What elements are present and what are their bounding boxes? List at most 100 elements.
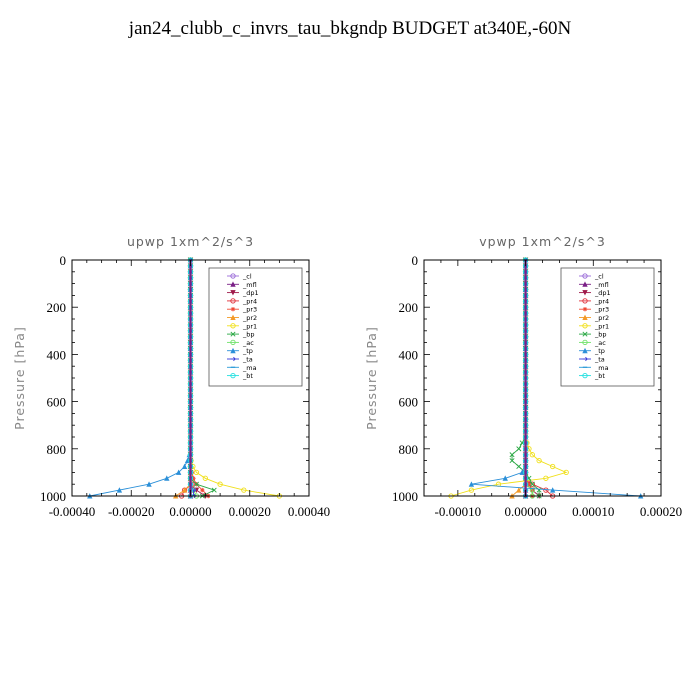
legend-label: _pr3 <box>594 306 609 314</box>
figure-title: jan24_clubb_c_invrs_tau_bkgndp BUDGET at… <box>128 18 572 39</box>
data-point <box>181 487 188 493</box>
legend-marker <box>230 372 236 379</box>
legend-item: _ta <box>227 356 253 364</box>
data-point <box>193 469 200 476</box>
data-point <box>502 475 508 481</box>
legend-item: _bt <box>579 372 605 380</box>
legend-label: _pr4 <box>594 297 609 305</box>
data-point <box>529 452 535 458</box>
legend-marker <box>230 281 236 287</box>
legend-marker <box>582 290 588 296</box>
data-point <box>191 476 196 481</box>
legend-item: _bp <box>579 331 607 339</box>
y-tick-label: 800 <box>47 442 67 457</box>
data-point <box>516 446 522 452</box>
legend-label: _mfl <box>594 281 609 289</box>
legend-marker <box>582 323 588 329</box>
legend-label: _ta <box>594 356 605 364</box>
legend-item: _pr3 <box>227 306 257 314</box>
legend-label: _bt <box>242 372 253 380</box>
legend-item: _dp1 <box>579 289 611 297</box>
vpwp-panel: vpwp 1xm^2/s^3 Pressure [hPa] 0 200 400 600 80… <box>364 234 682 519</box>
data-point <box>516 463 522 470</box>
data-point <box>509 458 515 464</box>
series-tp <box>87 257 194 499</box>
upwp-panel: upwp 1xm^2/s^3 Pressure [hPa] 0 200 400 600 80… <box>12 234 330 519</box>
legend-label: _cl <box>242 273 252 281</box>
legend-item: _cl <box>227 273 252 281</box>
legend-item: _bp <box>227 331 255 339</box>
legend-label: _ma <box>242 364 257 372</box>
legend-marker <box>230 314 236 320</box>
y-tick-label: 200 <box>47 300 67 315</box>
data-point <box>211 487 217 493</box>
legend-item: _cl <box>579 273 604 281</box>
x-tick-label: 0.00000 <box>169 504 211 519</box>
legend-item: _pr2 <box>579 314 609 322</box>
legend-label: _pr1 <box>594 322 609 330</box>
y-tick-label: 400 <box>47 347 67 362</box>
y-axis-label: Pressure [hPa] <box>12 326 27 430</box>
legend-label: _ma <box>594 364 609 372</box>
data-point <box>202 475 208 481</box>
y-tick-label: 200 <box>399 300 419 315</box>
legend-marker <box>230 307 236 312</box>
legend-item: _dp1 <box>227 289 259 297</box>
data-point <box>181 463 188 469</box>
x-tick-label: -0.00020 <box>108 504 155 519</box>
y-tick-label: 1000 <box>40 489 66 504</box>
series-pr1 <box>448 257 569 499</box>
legend-marker <box>230 298 236 304</box>
x-tick-label: 0.00020 <box>229 504 271 519</box>
data-point <box>529 481 535 487</box>
data-point <box>468 487 475 493</box>
legend-label: _dp1 <box>242 289 259 297</box>
data-point <box>543 475 549 481</box>
legend-label: _bp <box>594 331 607 339</box>
legend-label: _pr2 <box>242 314 257 322</box>
x-tick-label: 0.00040 <box>288 504 330 519</box>
legend-item: _ac <box>227 339 254 347</box>
data-point <box>550 463 556 470</box>
y-tick-label: 0 <box>60 253 67 268</box>
y-tick-label: 800 <box>399 442 419 457</box>
legend-label: _pr4 <box>242 297 257 305</box>
legend-item: _tp <box>227 347 253 355</box>
legend-marker <box>230 331 236 337</box>
y-axis-label: Pressure [hPa] <box>364 326 379 430</box>
data-point <box>193 481 199 487</box>
legend-label: _bp <box>242 331 255 339</box>
legend-marker <box>582 339 588 346</box>
legend-label: _mfl <box>242 281 257 289</box>
legend-item: _mfl <box>579 281 609 289</box>
legend-label: _ta <box>242 356 253 364</box>
legend-marker <box>582 307 588 312</box>
y-tick-label: 1000 <box>392 489 418 504</box>
data-point <box>526 482 532 487</box>
data-point <box>200 487 205 493</box>
y-tick-label: 0 <box>412 253 419 268</box>
data-point <box>164 475 170 481</box>
data-point <box>563 469 569 476</box>
legend-marker <box>582 273 588 279</box>
y-tick-label: 600 <box>47 395 67 410</box>
legend-label: _pr2 <box>594 314 609 322</box>
legend-item: _pr1 <box>227 322 257 330</box>
data-point <box>116 487 123 493</box>
data-point <box>549 487 556 493</box>
series-line <box>89 260 191 497</box>
data-point <box>175 469 182 475</box>
legend-item: _ac <box>579 339 606 347</box>
legend-box <box>560 267 655 387</box>
legend-marker <box>230 290 236 296</box>
legend-marker <box>582 356 588 362</box>
panel-title: upwp 1xm^2/s^3 <box>127 234 254 249</box>
x-tick-label: 0.00010 <box>572 504 614 519</box>
legend-marker <box>230 339 236 346</box>
legend-item: _tp <box>579 347 605 355</box>
legend-marker <box>582 347 588 354</box>
legend-item: _ta <box>579 356 605 364</box>
x-tick-label: -0.00040 <box>49 504 96 519</box>
data-point <box>241 487 247 493</box>
